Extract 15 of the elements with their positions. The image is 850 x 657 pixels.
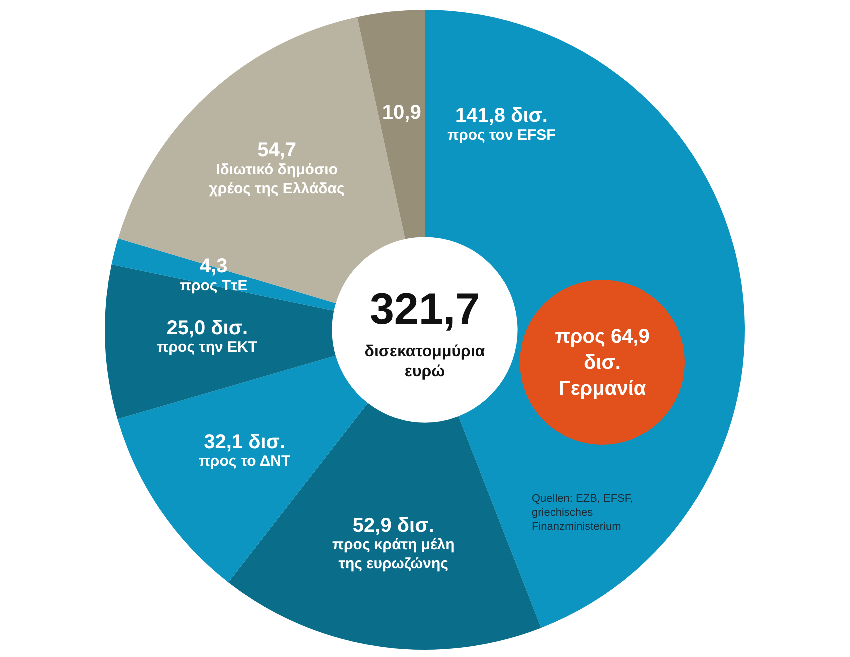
- data-label: 52,9 δισ.: [352, 515, 434, 538]
- slice-label: προς ΤτΕ: [180, 277, 248, 294]
- data-label: 141,8 δισ.: [455, 105, 548, 128]
- slice-label: προς την ΕΚΤ: [157, 339, 258, 356]
- slice-label: προς το ΔΝΤ: [198, 452, 291, 470]
- text: δισεκατομμύρια ευρώ: [364, 343, 486, 380]
- data-label: 32,1 δισ.: [204, 431, 286, 454]
- data-label: 54,7: [258, 140, 297, 162]
- text: 321,7: [370, 285, 480, 334]
- slice-label: προς τον EFSF: [448, 126, 556, 144]
- source-note: Quellen: EZB, EFSF, griechisches Finanzministerium: [532, 493, 634, 534]
- data-label: 25,0 δισ.: [166, 317, 248, 340]
- slice-label: Ιδιωτικό δημόσιο χρέος της Ελλάδας: [209, 161, 345, 198]
- slice-label: προς κράτη μέλη της ευρωζώνης: [332, 536, 455, 573]
- data-label: 10,9: [382, 102, 422, 124]
